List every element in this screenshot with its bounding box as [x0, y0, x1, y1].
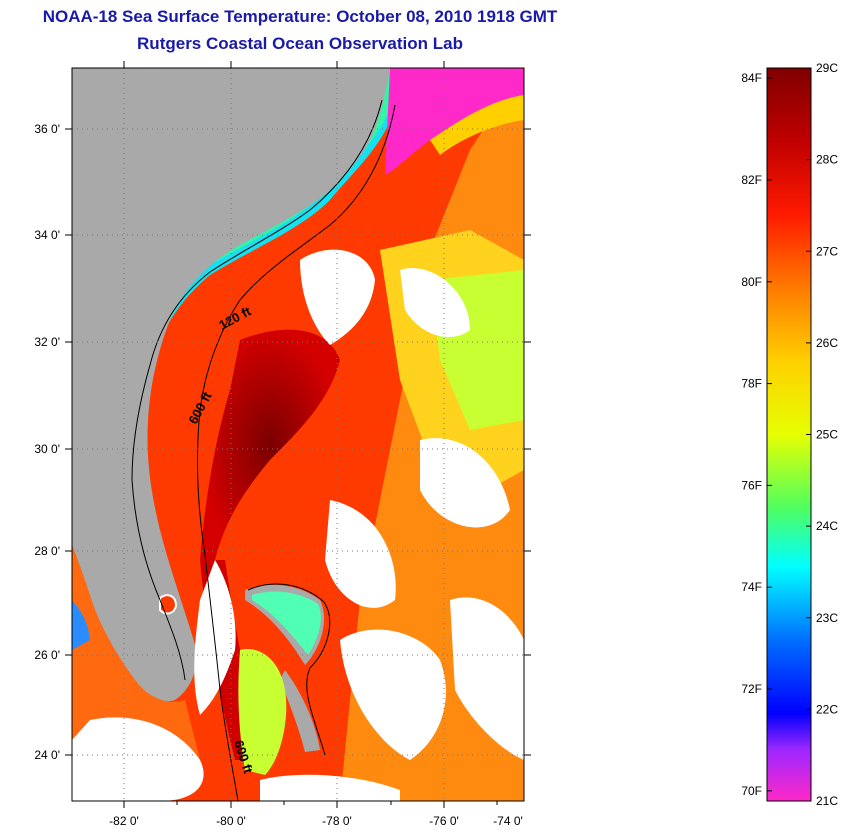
- cloud-mask: [300, 249, 375, 345]
- map-subtitle: Rutgers Coastal Ocean Observation Lab: [137, 34, 463, 53]
- land-mass: [72, 68, 390, 702]
- lat-label: 28 0': [34, 544, 60, 558]
- colorbar-labels-fahrenheit: 84F 82F 80F 78F 76F 74F 72F 70F: [741, 71, 762, 798]
- cloud-mask: [400, 268, 470, 338]
- frame-ticks: [65, 61, 531, 808]
- cloud-mask: [420, 438, 510, 528]
- cold-water-north: [385, 68, 524, 175]
- colorbar-label-c: 21C: [816, 794, 838, 808]
- front-north: [430, 95, 524, 155]
- colorbar-label-c: 24C: [816, 519, 838, 533]
- gulf-stream-core: [200, 329, 340, 560]
- contour-600ft: [197, 104, 396, 801]
- colorbar-label-c: 23C: [816, 611, 838, 625]
- bahamas-bank: [252, 591, 321, 655]
- colorbar-label-c: 29C: [816, 61, 838, 75]
- colorbar-labels-celsius: 29C 28C 27C 26C 25C 24C 23C 22C 21C: [816, 61, 838, 808]
- andros-land: [280, 670, 320, 752]
- lon-label: -74 0': [493, 814, 523, 828]
- colorbar-label-c: 25C: [816, 428, 838, 442]
- map-frame: [71, 67, 525, 802]
- colorbar-label-f: 76F: [741, 478, 762, 492]
- lake-okeechobee: [159, 594, 178, 615]
- cloud-mask: [260, 774, 400, 801]
- lat-label: 34 0': [34, 228, 60, 242]
- cloud-mask: [194, 560, 236, 715]
- colorbar-label-f: 72F: [741, 682, 762, 696]
- cloud-mask: [450, 597, 524, 760]
- lon-label: -76 0': [429, 814, 459, 828]
- colorbar-label-f: 74F: [741, 580, 762, 594]
- lon-label: -78 0': [322, 814, 352, 828]
- cloud-mask: [72, 717, 204, 801]
- great-bahama-bank: [238, 649, 287, 775]
- lat-label: 30 0': [34, 442, 60, 456]
- colorbar-label-f: 70F: [741, 784, 762, 798]
- colorbar-label-c: 27C: [816, 244, 838, 258]
- colorbar-label-f: 84F: [741, 71, 762, 85]
- colorbar-label-f: 80F: [741, 275, 762, 289]
- colorbar-label-c: 26C: [816, 336, 838, 350]
- colorbar: [766, 67, 812, 802]
- colorbar-label-c: 22C: [816, 702, 838, 716]
- lat-label: 26 0': [34, 648, 60, 662]
- colorbar-label-f: 78F: [741, 377, 762, 391]
- lon-label: -82 0': [109, 814, 139, 828]
- map-title: NOAA-18 Sea Surface Temperature: October…: [42, 7, 558, 26]
- gulf-coast-cold: [72, 545, 90, 650]
- colorbar-label-c: 28C: [816, 153, 838, 167]
- lat-label: 24 0': [34, 748, 60, 762]
- colorbar-ticks: [767, 67, 811, 802]
- contour-120ft: [131, 99, 383, 681]
- lon-label: -80 0': [216, 814, 246, 828]
- colorbar-label-f: 82F: [741, 173, 762, 187]
- bahamas-contour: [247, 583, 331, 756]
- graticule: [72, 68, 524, 801]
- lat-label: 36 0': [34, 122, 60, 136]
- cloud-mask: [340, 629, 446, 760]
- lat-label: 32 0': [34, 335, 60, 349]
- cloud-mask: [325, 500, 396, 608]
